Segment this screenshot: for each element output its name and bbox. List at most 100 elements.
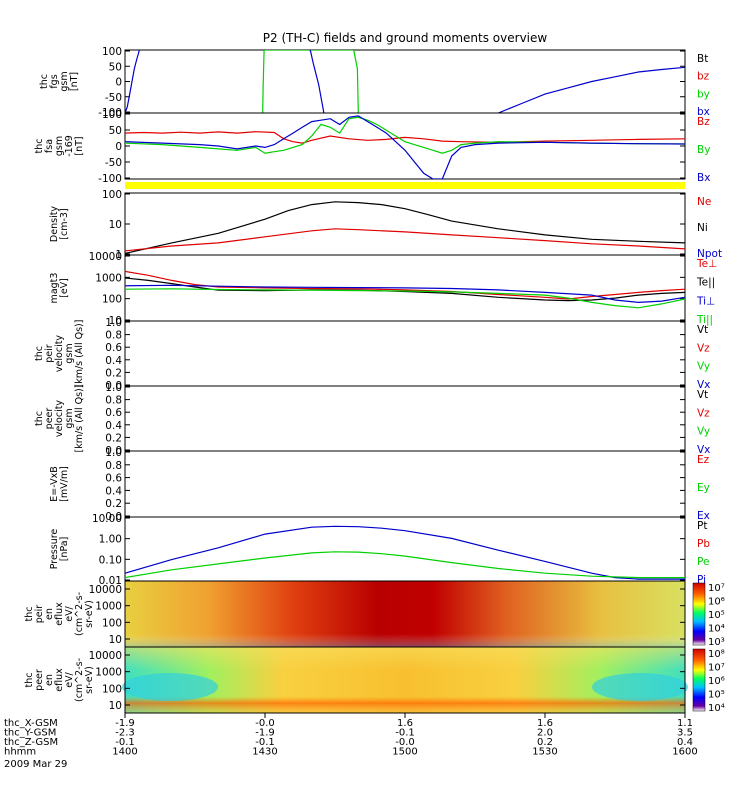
series-line-fgs-1 bbox=[262, 50, 359, 113]
y-tick-label: -50 bbox=[105, 92, 122, 104]
legend-entry: Ti⊥ bbox=[696, 295, 715, 307]
legend-entry: Ez bbox=[697, 454, 710, 466]
legend-entry: Vt bbox=[697, 324, 708, 336]
colorbar-gradient bbox=[692, 648, 706, 712]
y-tick-label: 0.0 bbox=[105, 445, 122, 457]
axis-row-value: 1430 bbox=[252, 747, 277, 758]
y-axis-label: thc bbox=[24, 673, 35, 688]
axis-row-value: -2.3 bbox=[115, 728, 135, 739]
y-axis-label: peer bbox=[44, 408, 55, 430]
y-tick-label: 0.2 bbox=[105, 498, 122, 510]
axis-row-value: 0.4 bbox=[677, 737, 693, 748]
y-tick-label: 100 bbox=[102, 617, 122, 629]
axis-row-value: 1.6 bbox=[397, 718, 413, 729]
y-tick-label: 0.4 bbox=[105, 485, 122, 497]
panel-frame bbox=[124, 320, 686, 387]
y-axis-label: gsm bbox=[64, 408, 75, 428]
y-axis-label: thc bbox=[24, 607, 35, 622]
y-axis-label: Density bbox=[49, 206, 60, 242]
y-tick-label: 10 bbox=[109, 219, 122, 231]
series-line-density-1 bbox=[125, 228, 685, 252]
y-tick-label: -100 bbox=[98, 173, 122, 185]
y-tick-label: 0.0 bbox=[105, 380, 122, 392]
y-tick-label: 1.0 bbox=[105, 317, 122, 329]
legend-entry: Vt bbox=[697, 389, 708, 401]
axis-row-label: thc_Y-GSM bbox=[4, 728, 56, 739]
y-tick-label: 50 bbox=[109, 61, 122, 73]
y-tick-label: 100 bbox=[102, 294, 122, 306]
colorbar-label: 10⁴ bbox=[708, 624, 725, 635]
legend-entry: Ni bbox=[697, 222, 708, 234]
axis-row-label: hhmm bbox=[4, 747, 36, 758]
y-axis-label: (cm^2-s- bbox=[74, 658, 85, 702]
y-axis-label: -169 bbox=[64, 135, 75, 157]
legend-entry: Bt bbox=[697, 53, 708, 65]
series-line-fgs-0 bbox=[125, 50, 140, 113]
colorbar-label: 10⁵ bbox=[708, 610, 725, 621]
y-axis-label: peir bbox=[44, 344, 55, 363]
panel-fgs_hi: 100 50 0 -50 -100 thc fsa gsm -169 [nT] Bz By Bx bbox=[34, 109, 710, 185]
y-axis-label: sr-eV) bbox=[84, 666, 95, 694]
colorbar-label: 10⁶ bbox=[708, 676, 725, 687]
y-tick-label: 0.8 bbox=[105, 395, 122, 407]
series-line-fgs-3 bbox=[498, 66, 685, 113]
series-line-temp-3 bbox=[125, 288, 685, 309]
axis-row-value: -1.9 bbox=[255, 728, 275, 739]
y-tick-label: 0 bbox=[115, 141, 122, 153]
y-tick-label: 10 bbox=[109, 700, 122, 712]
y-axis-label: peer bbox=[34, 669, 45, 691]
legend-entry: bx bbox=[697, 106, 710, 118]
y-tick-label: 10000 bbox=[89, 650, 122, 662]
y-axis-label: [nT] bbox=[74, 136, 85, 155]
y-tick-label: 100 bbox=[102, 189, 122, 201]
axis-row-value: 1.1 bbox=[677, 718, 693, 729]
legend-entry: Vz bbox=[697, 407, 710, 419]
y-tick-label: 100 bbox=[102, 46, 122, 58]
y-tick-label: 10 bbox=[109, 315, 122, 327]
axis-row-value: 1600 bbox=[672, 747, 697, 758]
legend-entry: Vx bbox=[697, 444, 710, 456]
y-axis-label: [km/s (All Qs)] bbox=[74, 320, 85, 388]
colorbar-label: 10⁶ bbox=[708, 597, 725, 608]
legend-entry: Vx bbox=[697, 379, 710, 391]
legend-entry: Ne bbox=[697, 196, 711, 208]
axis-row-value: 3.5 bbox=[677, 728, 693, 739]
y-axis-label: gsm bbox=[64, 343, 75, 363]
y-axis-label: gsm bbox=[54, 136, 65, 156]
colorbar-peer_spec: 10⁸ 10⁷ 10⁶ 10⁵ 10⁴ bbox=[692, 648, 725, 714]
panel-fgs: 100 50 0 -50 -100 thc fgs gsm [nT] Bt bz by bx bbox=[39, 46, 710, 119]
colorbar-label: 10³ bbox=[708, 637, 725, 648]
colorbar-label: 10⁵ bbox=[708, 690, 725, 701]
y-tick-label: 50 bbox=[109, 125, 122, 137]
y-tick-label: 1.0 bbox=[105, 382, 122, 394]
y-axis-label: (cm^2-s- bbox=[74, 592, 85, 636]
legend-entry: Bz bbox=[697, 116, 710, 128]
axis-row-value: -0.0 bbox=[395, 737, 415, 748]
colorbar-label: 10⁸ bbox=[708, 649, 725, 660]
panel-pressure: 10.00 1.00 0.10 0.01 Pressure [nPa] Pt Pb Pe Pi bbox=[49, 513, 710, 587]
y-axis-label: [eV] bbox=[59, 278, 70, 298]
y-axis-label: en bbox=[44, 608, 55, 620]
y-axis-label: eflux bbox=[54, 668, 65, 692]
legend-entry: Ex bbox=[697, 510, 710, 522]
y-axis-label: [nPa] bbox=[59, 537, 70, 562]
panel-frame bbox=[124, 49, 686, 114]
y-axis-label: [nT] bbox=[69, 72, 80, 91]
legend-entry: Vy bbox=[697, 361, 710, 373]
y-tick-label: 0.8 bbox=[105, 330, 122, 342]
y-tick-label: 10000 bbox=[89, 584, 122, 596]
legend-entry: Ti|| bbox=[696, 314, 713, 326]
series-line-density-0 bbox=[125, 201, 685, 254]
panel-peer_spec: 10⁸ 10⁷ 10⁶ 10⁵ 10⁴ 10000 1000 100 10 thc peer en ef… bbox=[24, 646, 725, 714]
axis-row-value: 1400 bbox=[112, 747, 137, 758]
y-tick-label: 0.8 bbox=[105, 460, 122, 472]
y-tick-label: 10.00 bbox=[92, 513, 122, 525]
y-tick-label: 10 bbox=[109, 634, 122, 646]
axis-row-label: thc_Z-GSM bbox=[4, 737, 58, 748]
y-axis-label: velocity bbox=[54, 400, 65, 438]
y-tick-label: 1000 bbox=[95, 601, 122, 613]
axis-row-value: 1500 bbox=[392, 747, 417, 758]
panel-density: 100 10 1 Density [cm-3] Ne Ni Npot bbox=[49, 189, 722, 261]
axis-row-value: -1.9 bbox=[115, 718, 135, 729]
